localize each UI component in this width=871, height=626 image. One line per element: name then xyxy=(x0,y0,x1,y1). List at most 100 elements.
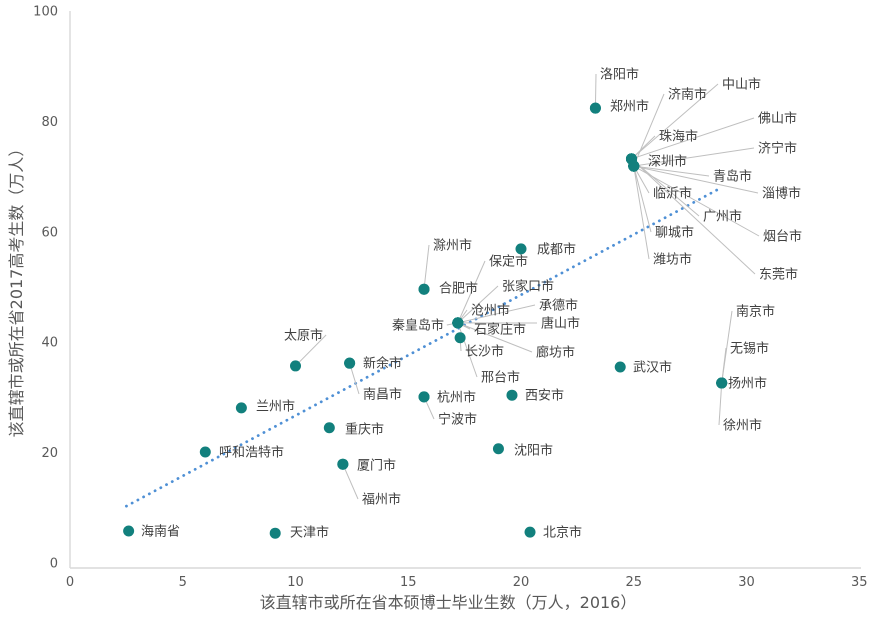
x-tick-label: 20 xyxy=(513,575,530,590)
leader-line xyxy=(633,165,760,237)
x-tick-label: 5 xyxy=(179,575,187,590)
point-label: 南京市 xyxy=(736,304,775,320)
data-point xyxy=(269,527,281,539)
data-point xyxy=(452,317,464,329)
point-label: 徐州市 xyxy=(723,418,762,434)
y-tick-label: 20 xyxy=(41,446,58,461)
point-label: 珠海市 xyxy=(659,129,698,145)
leader-line xyxy=(631,117,755,160)
data-point xyxy=(418,283,430,295)
data-point xyxy=(492,443,504,455)
point-label: 潍坊市 xyxy=(653,252,692,268)
point-label: 杭州市 xyxy=(437,390,476,406)
point-label: 兰州市 xyxy=(256,399,295,415)
leader-line xyxy=(633,165,759,194)
data-point xyxy=(524,526,536,538)
point-label: 新余市 xyxy=(363,356,402,372)
leader-line xyxy=(633,165,652,233)
point-label: 南昌市 xyxy=(363,387,402,403)
leader-line xyxy=(718,383,723,426)
leader-line xyxy=(342,463,359,500)
point-label: 承德市 xyxy=(539,298,578,314)
leader-line xyxy=(295,334,327,367)
data-point xyxy=(506,389,518,401)
leader-line xyxy=(631,158,756,275)
x-tick-label: 10 xyxy=(287,575,304,590)
x-tick-label: 0 xyxy=(66,575,74,590)
point-label: 北京市 xyxy=(543,525,582,541)
point-label: 重庆市 xyxy=(345,422,384,438)
point-label: 秦皇岛市 xyxy=(392,318,444,334)
point-label: 青岛市 xyxy=(713,169,752,185)
data-point xyxy=(123,525,135,537)
point-label: 石家庄市 xyxy=(474,322,526,338)
point-label: 福州市 xyxy=(362,492,401,508)
y-tick-label: 100 xyxy=(33,5,58,20)
leader-line xyxy=(457,285,499,324)
point-label: 天津市 xyxy=(290,525,329,541)
point-label: 廊坊市 xyxy=(536,345,575,361)
point-label: 西安市 xyxy=(525,388,564,404)
point-label: 广州市 xyxy=(703,209,742,225)
point-label: 淄博市 xyxy=(762,186,801,202)
data-point xyxy=(614,361,626,373)
point-label: 沈阳市 xyxy=(514,443,553,459)
point-label: 无锡市 xyxy=(730,341,769,357)
y-tick-label: 40 xyxy=(41,336,58,351)
leader-line xyxy=(457,322,478,378)
point-label: 合肥市 xyxy=(439,281,478,297)
point-label: 唐山市 xyxy=(541,316,580,332)
y-axis-title: 该直辖市或所在省2017高考生数（万人） xyxy=(7,140,26,438)
leader-line xyxy=(423,244,430,290)
y-tick-label: 80 xyxy=(41,115,58,130)
data-point xyxy=(515,243,527,255)
point-label: 保定市 xyxy=(489,254,528,270)
point-label: 成都市 xyxy=(537,242,576,258)
point-label: 呼和浩特市 xyxy=(219,445,284,461)
x-tick-label: 25 xyxy=(625,575,642,590)
x-tick-label: 35 xyxy=(851,575,868,590)
data-point xyxy=(454,332,466,344)
x-tick-label: 30 xyxy=(738,575,755,590)
leader-line xyxy=(457,322,533,353)
data-point xyxy=(290,360,301,372)
leader-line xyxy=(633,166,650,260)
data-point xyxy=(716,377,728,389)
data-point xyxy=(628,160,640,172)
point-label: 聊城市 xyxy=(655,225,694,241)
point-label: 滁州市 xyxy=(433,238,472,254)
point-label: 济南市 xyxy=(668,87,707,103)
point-label: 太原市 xyxy=(284,328,323,344)
point-label: 临沂市 xyxy=(653,186,692,202)
leader-line xyxy=(721,347,727,384)
leader-line xyxy=(457,260,486,324)
point-label: 深圳市 xyxy=(648,154,687,170)
data-point xyxy=(337,458,349,470)
leader-line xyxy=(633,147,755,167)
data-point xyxy=(418,391,430,403)
y-tick-label: 60 xyxy=(41,225,58,240)
leader-line xyxy=(631,83,719,160)
point-label: 济宁市 xyxy=(758,141,797,157)
leader-line xyxy=(594,73,597,109)
data-point xyxy=(235,402,247,414)
x-tick-label: 15 xyxy=(400,575,417,590)
point-label: 沧州市 xyxy=(471,303,510,319)
point-label: 长沙市 xyxy=(465,344,504,360)
x-axis-title: 该直辖市或所在省本硕博士毕业生数（万人，2016） xyxy=(259,593,637,612)
trendline xyxy=(124,188,719,508)
point-label: 宁波市 xyxy=(438,412,477,428)
y-tick-label: 0 xyxy=(50,557,58,572)
point-label: 东莞市 xyxy=(759,267,798,283)
leader-line xyxy=(633,165,710,177)
point-label: 海南省 xyxy=(141,524,180,540)
point-label: 中山市 xyxy=(722,77,761,93)
point-label: 郑州市 xyxy=(610,99,649,115)
data-point xyxy=(589,102,601,114)
point-label: 佛山市 xyxy=(758,111,797,127)
point-label: 邢台市 xyxy=(481,370,520,386)
point-label: 武汉市 xyxy=(633,360,672,376)
data-point xyxy=(323,422,335,434)
